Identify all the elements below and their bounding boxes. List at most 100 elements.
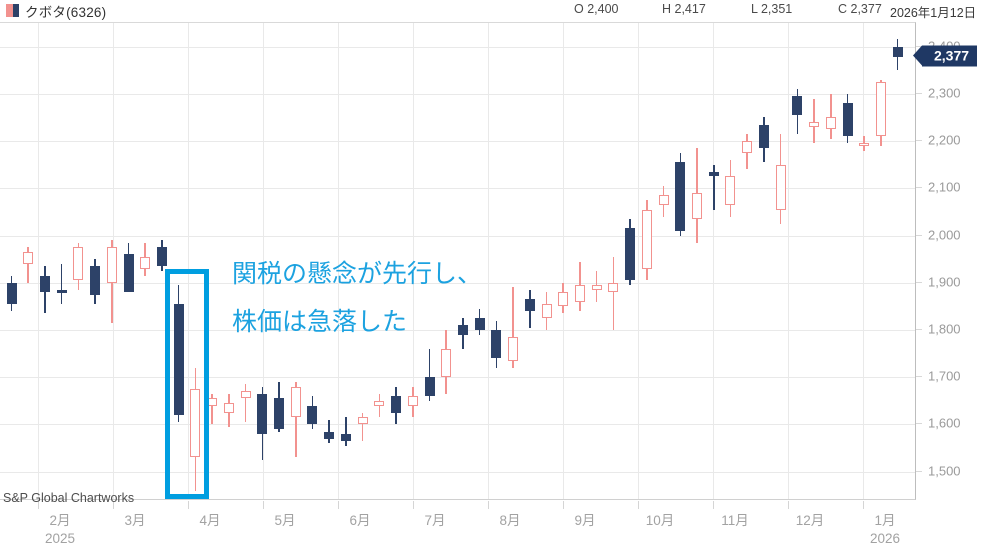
- gridline-vertical: [638, 23, 639, 499]
- candlestick-body: [574, 285, 585, 302]
- candlestick-body: [875, 82, 886, 137]
- x-tick-mark: [413, 501, 414, 509]
- x-tick-label: 8月: [499, 513, 521, 528]
- x-tick-mark: [638, 501, 639, 509]
- candlestick-body: [625, 228, 636, 281]
- candlestick-body: [859, 143, 870, 147]
- candlestick-body: [357, 417, 368, 425]
- candlestick-wick: [328, 419, 330, 444]
- candlestick-body: [324, 431, 335, 439]
- x-tick-label: 6月: [349, 513, 371, 528]
- candlestick-body: [675, 162, 686, 231]
- y-tick-label: 1,600: [928, 415, 961, 431]
- candlestick-body: [491, 329, 502, 359]
- ohlc-open: O 2,400: [574, 2, 619, 16]
- candlestick-body: [374, 400, 385, 406]
- candlestick-body: [892, 46, 903, 58]
- candlestick-body: [391, 396, 402, 413]
- gridline-vertical: [38, 23, 39, 499]
- candlestick-wick: [60, 263, 63, 304]
- x-tick-mark: [113, 501, 114, 509]
- ohlc-close: C 2,377: [838, 2, 882, 16]
- y-tick-label: 2,100: [928, 179, 961, 195]
- y-tick-label: 1,700: [928, 368, 961, 384]
- gridline-vertical: [863, 23, 864, 499]
- ohlc-low: L 2,351: [751, 2, 793, 16]
- x-tick-mark: [788, 501, 789, 509]
- gridline-vertical: [713, 23, 714, 499]
- y-tick-mark: [916, 187, 922, 189]
- x-tick-label: 10月: [645, 513, 675, 528]
- x-tick-label: 2月 2025: [44, 513, 76, 546]
- candlestick-wick: [813, 98, 815, 144]
- gridline-horizontal: [0, 93, 915, 95]
- x-tick-label: 11月: [721, 513, 749, 528]
- candlestick-wick: [361, 412, 364, 441]
- x-tick-mark: [38, 501, 39, 509]
- candlestick-body: [792, 96, 803, 116]
- plot-area: 関税の懸念が先行し、 株価は急落した: [0, 22, 916, 500]
- candlestick-body: [173, 304, 184, 415]
- candlestick-wick: [829, 93, 832, 139]
- x-axis: 2月 2025 3月 4月 5月 6月 7月 8月 9月 10月 11月 12月 1月 2026: [0, 500, 999, 549]
- candlestick-body: [340, 433, 351, 441]
- candlestick-body: [156, 247, 167, 267]
- current-price-value: 2,377: [934, 47, 970, 64]
- gridline-horizontal: [0, 377, 915, 379]
- candlestick-body: [257, 393, 268, 434]
- x-tick-label: 7月: [424, 513, 446, 528]
- candlestick-body: [424, 377, 435, 397]
- candlestick-body: [708, 171, 719, 177]
- gridline-horizontal: [0, 188, 915, 190]
- gridline-horizontal: [0, 282, 915, 284]
- candlestick-wick: [27, 247, 29, 283]
- gridline-vertical: [263, 23, 264, 499]
- candlestick-body: [441, 348, 452, 378]
- y-tick-mark: [916, 92, 922, 94]
- gridline-vertical: [413, 23, 414, 499]
- candlestick-body: [758, 124, 769, 149]
- x-tick-label: 1月 2026: [869, 513, 901, 546]
- y-tick-label: 1,500: [928, 463, 961, 479]
- candlestick-body: [140, 256, 151, 269]
- x-tick-mark: [263, 501, 264, 509]
- candlestick-wick: [211, 393, 213, 425]
- candlestick-wick: [612, 256, 615, 330]
- y-tick-mark: [916, 234, 922, 236]
- candlestick-wick: [378, 393, 381, 418]
- price-tag-arrow-icon: [913, 45, 922, 66]
- gridline-vertical: [563, 23, 564, 499]
- y-tick-mark: [916, 376, 922, 378]
- candlestick-body: [825, 117, 836, 130]
- candlestick-body: [809, 122, 820, 127]
- candlestick-body: [73, 247, 84, 281]
- candlestick-body: [508, 337, 519, 361]
- candlestick-body: [524, 299, 535, 312]
- gridline-vertical: [488, 23, 489, 499]
- y-tick-label: 2,000: [928, 227, 961, 243]
- candlestick-wick: [428, 348, 431, 401]
- candlestick-body: [39, 275, 50, 293]
- chart-header: クボタ(6326) O 2,400 H 2,417 L 2,351 C 2,37…: [0, 0, 999, 22]
- x-tick-mark: [488, 501, 489, 509]
- y-axis: 2,4002,3002,2002,1002,0001,9001,8001,700…: [913, 22, 999, 500]
- candlestick-body: [240, 391, 251, 399]
- candlestick-body: [775, 164, 786, 210]
- x-tick-year-label: 2026: [869, 531, 901, 546]
- candlestick-wick: [712, 164, 715, 210]
- candlestick-body: [6, 282, 17, 304]
- gridline-horizontal: [0, 471, 915, 473]
- candlestick-wick: [345, 417, 347, 446]
- candlestick-body: [541, 304, 552, 319]
- gridline-horizontal: [0, 424, 915, 426]
- y-tick-mark: [916, 281, 922, 283]
- chart-date: 2026年1月12日: [890, 6, 977, 20]
- candlestick-body: [842, 103, 853, 137]
- y-tick-mark: [916, 140, 922, 142]
- y-tick-mark: [916, 423, 922, 425]
- y-tick-label: 2,200: [928, 132, 961, 148]
- candlestick-body: [290, 386, 301, 418]
- candlestick-body: [407, 396, 418, 406]
- candlestick-body: [223, 403, 234, 413]
